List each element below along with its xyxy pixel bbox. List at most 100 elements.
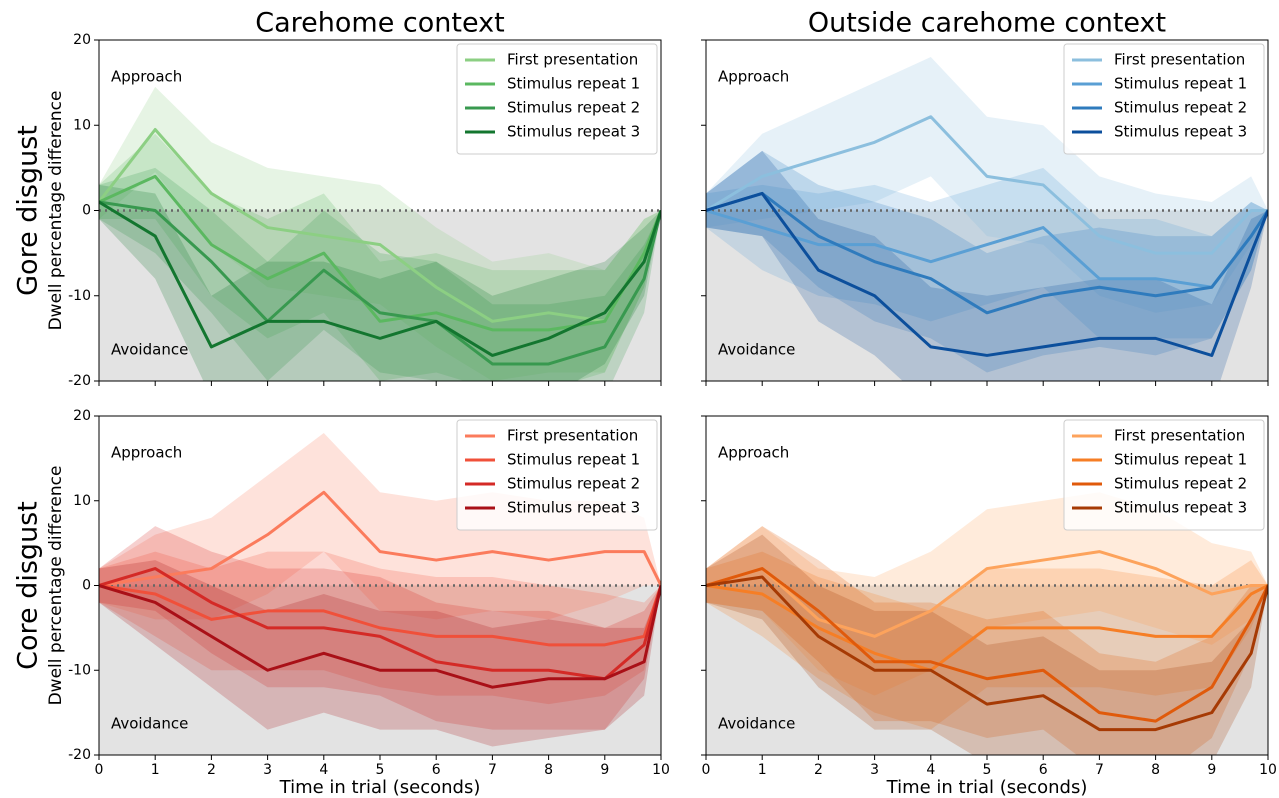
panel-title: Carehome context [255, 8, 504, 39]
row-label: Gore disgust [13, 125, 44, 296]
x-axis-label: Time in trial (seconds) [279, 777, 481, 798]
y-axis-label: Dwell percentage difference [46, 91, 66, 331]
series-line [706, 115, 1268, 255]
x-tick-label: 0 [95, 762, 104, 778]
annotation: Avoidance [111, 341, 188, 359]
avoidance-region [706, 585, 1268, 755]
x-tick-label: 10 [652, 762, 670, 778]
legend: First presentation Stimulus repeat 1 Stimu… [456, 43, 658, 155]
annotation: Approach [111, 68, 182, 86]
x-tick-label: 1 [151, 762, 160, 778]
legend-box [1063, 419, 1265, 531]
y-tick-label: 20 [73, 32, 91, 48]
legend-label: Stimulus repeat 3 [1114, 499, 1247, 517]
confidence-band [706, 526, 1268, 755]
panel: 0 1 2 3 4 5 6 7 8 9 10 Approach Avoidance Time in tri… [701, 415, 1277, 798]
plot-area [706, 57, 1268, 381]
series-line [99, 200, 661, 357]
x-tick-label: 0 [702, 762, 711, 778]
legend-label: Stimulus repeat 2 [1114, 99, 1247, 117]
annotation: Avoidance [718, 715, 795, 733]
series-line [99, 567, 661, 681]
legend: First presentation Stimulus repeat 1 Stimu… [1063, 419, 1265, 531]
legend-label: Stimulus repeat 3 [1114, 123, 1247, 141]
x-tick-label: 8 [1151, 762, 1160, 778]
confidence-band [706, 150, 1268, 373]
legend-label: First presentation [507, 427, 638, 445]
y-tick-label: 20 [73, 408, 91, 424]
series-line [706, 191, 1268, 357]
legend-label: Stimulus repeat 2 [1114, 475, 1247, 493]
series-line [706, 191, 1268, 315]
y-tick-label: -10 [68, 662, 91, 678]
x-tick-label: 4 [926, 762, 935, 778]
confidence-band [99, 167, 661, 381]
legend-box [456, 419, 658, 531]
x-tick-label: 7 [1095, 762, 1104, 778]
series-line [99, 584, 661, 689]
panel-title: Outside carehome context [808, 8, 1166, 39]
confidence-band [706, 534, 1268, 755]
x-tick-label: 3 [870, 762, 879, 778]
series-line [706, 584, 1268, 672]
legend-label: First presentation [507, 51, 638, 69]
legend-label: Stimulus repeat 2 [507, 475, 640, 493]
y-tick-label: 0 [82, 203, 91, 219]
y-tick-label: -10 [68, 288, 91, 304]
x-tick-label: 8 [544, 762, 553, 778]
x-tick-label: 5 [376, 762, 385, 778]
avoidance-region [99, 210, 661, 381]
x-tick-label: 10 [1259, 762, 1277, 778]
series-line [99, 200, 661, 366]
annotation: Approach [718, 444, 789, 462]
legend-label: Stimulus repeat 1 [507, 451, 640, 469]
y-tick-label: 10 [73, 117, 91, 133]
annotation: Approach [111, 444, 182, 462]
confidence-band [706, 492, 1268, 696]
x-tick-label: 3 [263, 762, 272, 778]
panel: 0 1 2 3 4 5 6 7 8 9 10 -20 -10 0 10 20 Approach Avoidance… [13, 408, 670, 798]
plot-area [99, 432, 661, 747]
x-axis-label: Time in trial (seconds) [886, 777, 1088, 798]
row-label: Core disgust [13, 501, 44, 670]
panel: Approach Avoidance Outside carehome contex… [701, 8, 1269, 386]
series-line [99, 490, 661, 587]
y-tick-label: -20 [68, 373, 91, 389]
x-tick-label: 9 [1207, 762, 1216, 778]
x-tick-label: 2 [207, 762, 216, 778]
confidence-band [706, 551, 1268, 730]
x-tick-label: 7 [488, 762, 497, 778]
legend-label: Stimulus repeat 1 [1114, 451, 1247, 469]
x-tick-label: 4 [319, 762, 328, 778]
y-tick-label: 10 [73, 493, 91, 509]
x-tick-label: 6 [1039, 762, 1048, 778]
legend-box [1063, 43, 1265, 155]
x-tick-label: 2 [814, 762, 823, 778]
x-tick-label: 6 [432, 762, 441, 778]
legend-label: Stimulus repeat 1 [1114, 75, 1247, 93]
confidence-band [706, 57, 1268, 313]
confidence-band [99, 184, 661, 381]
confidence-band [706, 167, 1268, 339]
confidence-band [99, 432, 661, 620]
annotation: Avoidance [111, 715, 188, 733]
series-line [99, 584, 661, 647]
x-tick-label: 5 [983, 762, 992, 778]
plot-area [706, 492, 1268, 755]
annotation: Approach [718, 68, 789, 86]
confidence-band [99, 86, 661, 381]
series-line [706, 575, 1268, 732]
legend-label: Stimulus repeat 1 [507, 75, 640, 93]
x-tick-label: 1 [758, 762, 767, 778]
legend-label: Stimulus repeat 3 [507, 123, 640, 141]
y-tick-label: -20 [68, 747, 91, 763]
plot-area [99, 86, 661, 381]
legend-label: First presentation [1114, 51, 1245, 69]
confidence-band [99, 560, 661, 747]
legend: First presentation Stimulus repeat 1 Stimu… [456, 419, 658, 531]
confidence-band [706, 150, 1268, 381]
legend-label: Stimulus repeat 3 [507, 499, 640, 517]
legend-box [456, 43, 658, 155]
series-line [706, 550, 1268, 638]
